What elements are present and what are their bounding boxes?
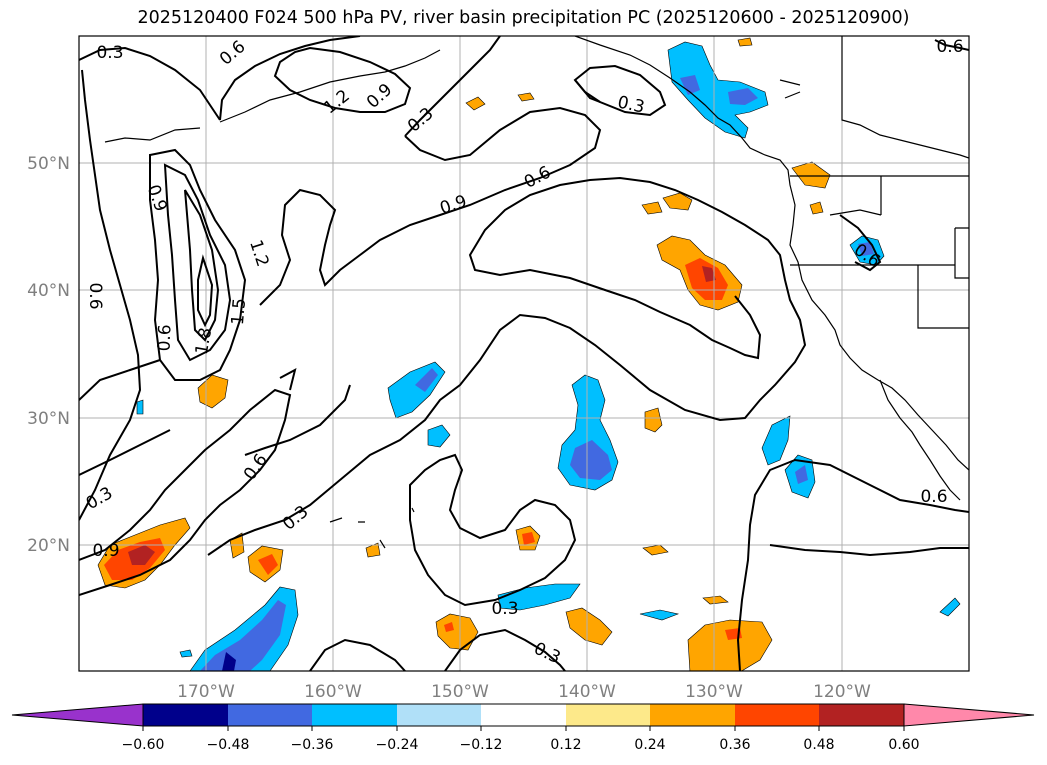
colorbar-max-extend xyxy=(903,703,1035,727)
longitude-labels: 170°W 160°W 150°W 140°W 130°W 120°W xyxy=(177,682,871,702)
colorbar-tick-label: 0.24 xyxy=(634,737,665,753)
colorbar-swatch xyxy=(566,704,650,726)
precip-positive-area xyxy=(662,192,693,211)
colorbar-tick-label: 0.48 xyxy=(803,737,834,753)
colorbar-tick-label: 0.60 xyxy=(888,737,919,753)
precip-strong-negative-area xyxy=(728,88,758,105)
contour-label: 0.3 xyxy=(491,599,518,619)
precip-negative-area xyxy=(939,597,961,617)
precip-positive-area xyxy=(565,607,613,646)
colorbar-tick-label: −0.12 xyxy=(460,737,503,753)
precip-strong-negative-area xyxy=(680,75,700,95)
precip-strong-positive-area xyxy=(258,554,278,575)
colorbar-swatch xyxy=(228,704,312,726)
colorbar-swatch xyxy=(819,704,904,726)
colorbar-min-extend xyxy=(11,703,144,727)
lon-label-130w: 130°W xyxy=(685,682,743,702)
precip-very-strong-negative-area xyxy=(222,652,236,671)
colorbar-swatch xyxy=(312,704,397,726)
precip-negative-area xyxy=(639,609,680,621)
colorbar-swatch xyxy=(143,704,228,726)
precip-negative-area xyxy=(761,415,791,466)
map-panel: 0.3 0.6 1.2 0.9 0.3 0.3 0.6 0.6 0.9 0.9 … xyxy=(79,36,969,671)
lon-label-170w: 170°W xyxy=(177,682,235,702)
contour-label: 0.6 xyxy=(155,324,176,352)
colorbar-swatch xyxy=(397,704,481,726)
colorbar-tick-label: −0.36 xyxy=(291,737,334,753)
lon-label-140w: 140°W xyxy=(558,682,616,702)
precip-strong-negative-area xyxy=(570,440,612,480)
precip-negative-area xyxy=(427,424,451,448)
precip-negative-area xyxy=(179,649,193,658)
lon-label-120w: 120°W xyxy=(813,682,871,702)
lon-label-160w: 160°W xyxy=(304,682,362,702)
lat-label-50n: 50°N xyxy=(27,154,70,174)
precip-positive-area xyxy=(809,201,824,215)
contour-label: 0.6 xyxy=(85,282,105,309)
precip-strong-negative-area xyxy=(795,465,808,484)
precip-strong-positive-area xyxy=(444,622,454,632)
precip-strong-negative-area xyxy=(415,368,438,392)
precip-shading xyxy=(97,37,961,671)
colorbar-swatch xyxy=(650,704,735,726)
precip-strong-negative-area xyxy=(858,242,874,256)
precip-negative-area xyxy=(667,41,769,139)
precip-positive-area xyxy=(465,96,486,111)
precip-positive-area xyxy=(687,619,773,671)
lon-label-150w: 150°W xyxy=(431,682,489,702)
precip-positive-area xyxy=(517,92,535,102)
colorbar-tick-label: −0.48 xyxy=(207,737,250,753)
contour-label: 0.6 xyxy=(920,487,947,507)
colorbar: −0.60 −0.48 −0.36 −0.24 −0.12 0.12 0.24 … xyxy=(11,703,1035,753)
contour-label: 0.9 xyxy=(92,541,119,561)
precip-positive-area xyxy=(644,407,663,433)
colorbar-frame xyxy=(142,703,905,727)
colorbar-tick-label: −0.60 xyxy=(122,737,165,753)
colorbar-tick-label: −0.24 xyxy=(376,737,419,753)
lat-label-40n: 40°N xyxy=(27,281,70,301)
colorbar-swatch xyxy=(735,704,819,726)
contour-label: 1.8 xyxy=(192,326,216,356)
lat-label-30n: 30°N xyxy=(27,409,70,429)
colorbar-tick-label: 0.12 xyxy=(550,737,581,753)
lat-label-20n: 20°N xyxy=(27,536,70,556)
precip-negative-area xyxy=(189,586,299,671)
colorbar-swatch xyxy=(481,704,566,726)
coastlines xyxy=(104,36,969,549)
precip-very-strong-positive-area xyxy=(128,545,155,565)
graticule xyxy=(79,36,969,671)
precip-negative-area xyxy=(136,399,144,415)
contour-label: 0.3 xyxy=(96,43,123,63)
precip-positive-area xyxy=(642,544,669,556)
precip-very-strong-positive-area xyxy=(702,266,716,282)
contour-label: 0.6 xyxy=(936,37,963,57)
precip-strong-positive-area xyxy=(522,532,535,545)
map-title: 2025120400 F024 500 hPa PV, river basin … xyxy=(137,8,910,28)
contour-label: 1.5 xyxy=(228,297,250,326)
precip-positive-area xyxy=(641,201,663,215)
latitude-labels: 50°N 40°N 30°N 20°N xyxy=(27,154,70,556)
precip-strong-negative-area xyxy=(200,600,286,671)
map-frame xyxy=(78,35,970,672)
precip-positive-area xyxy=(737,37,753,47)
pv-contours xyxy=(79,36,969,671)
colorbar-tick-label: 0.36 xyxy=(719,737,750,753)
